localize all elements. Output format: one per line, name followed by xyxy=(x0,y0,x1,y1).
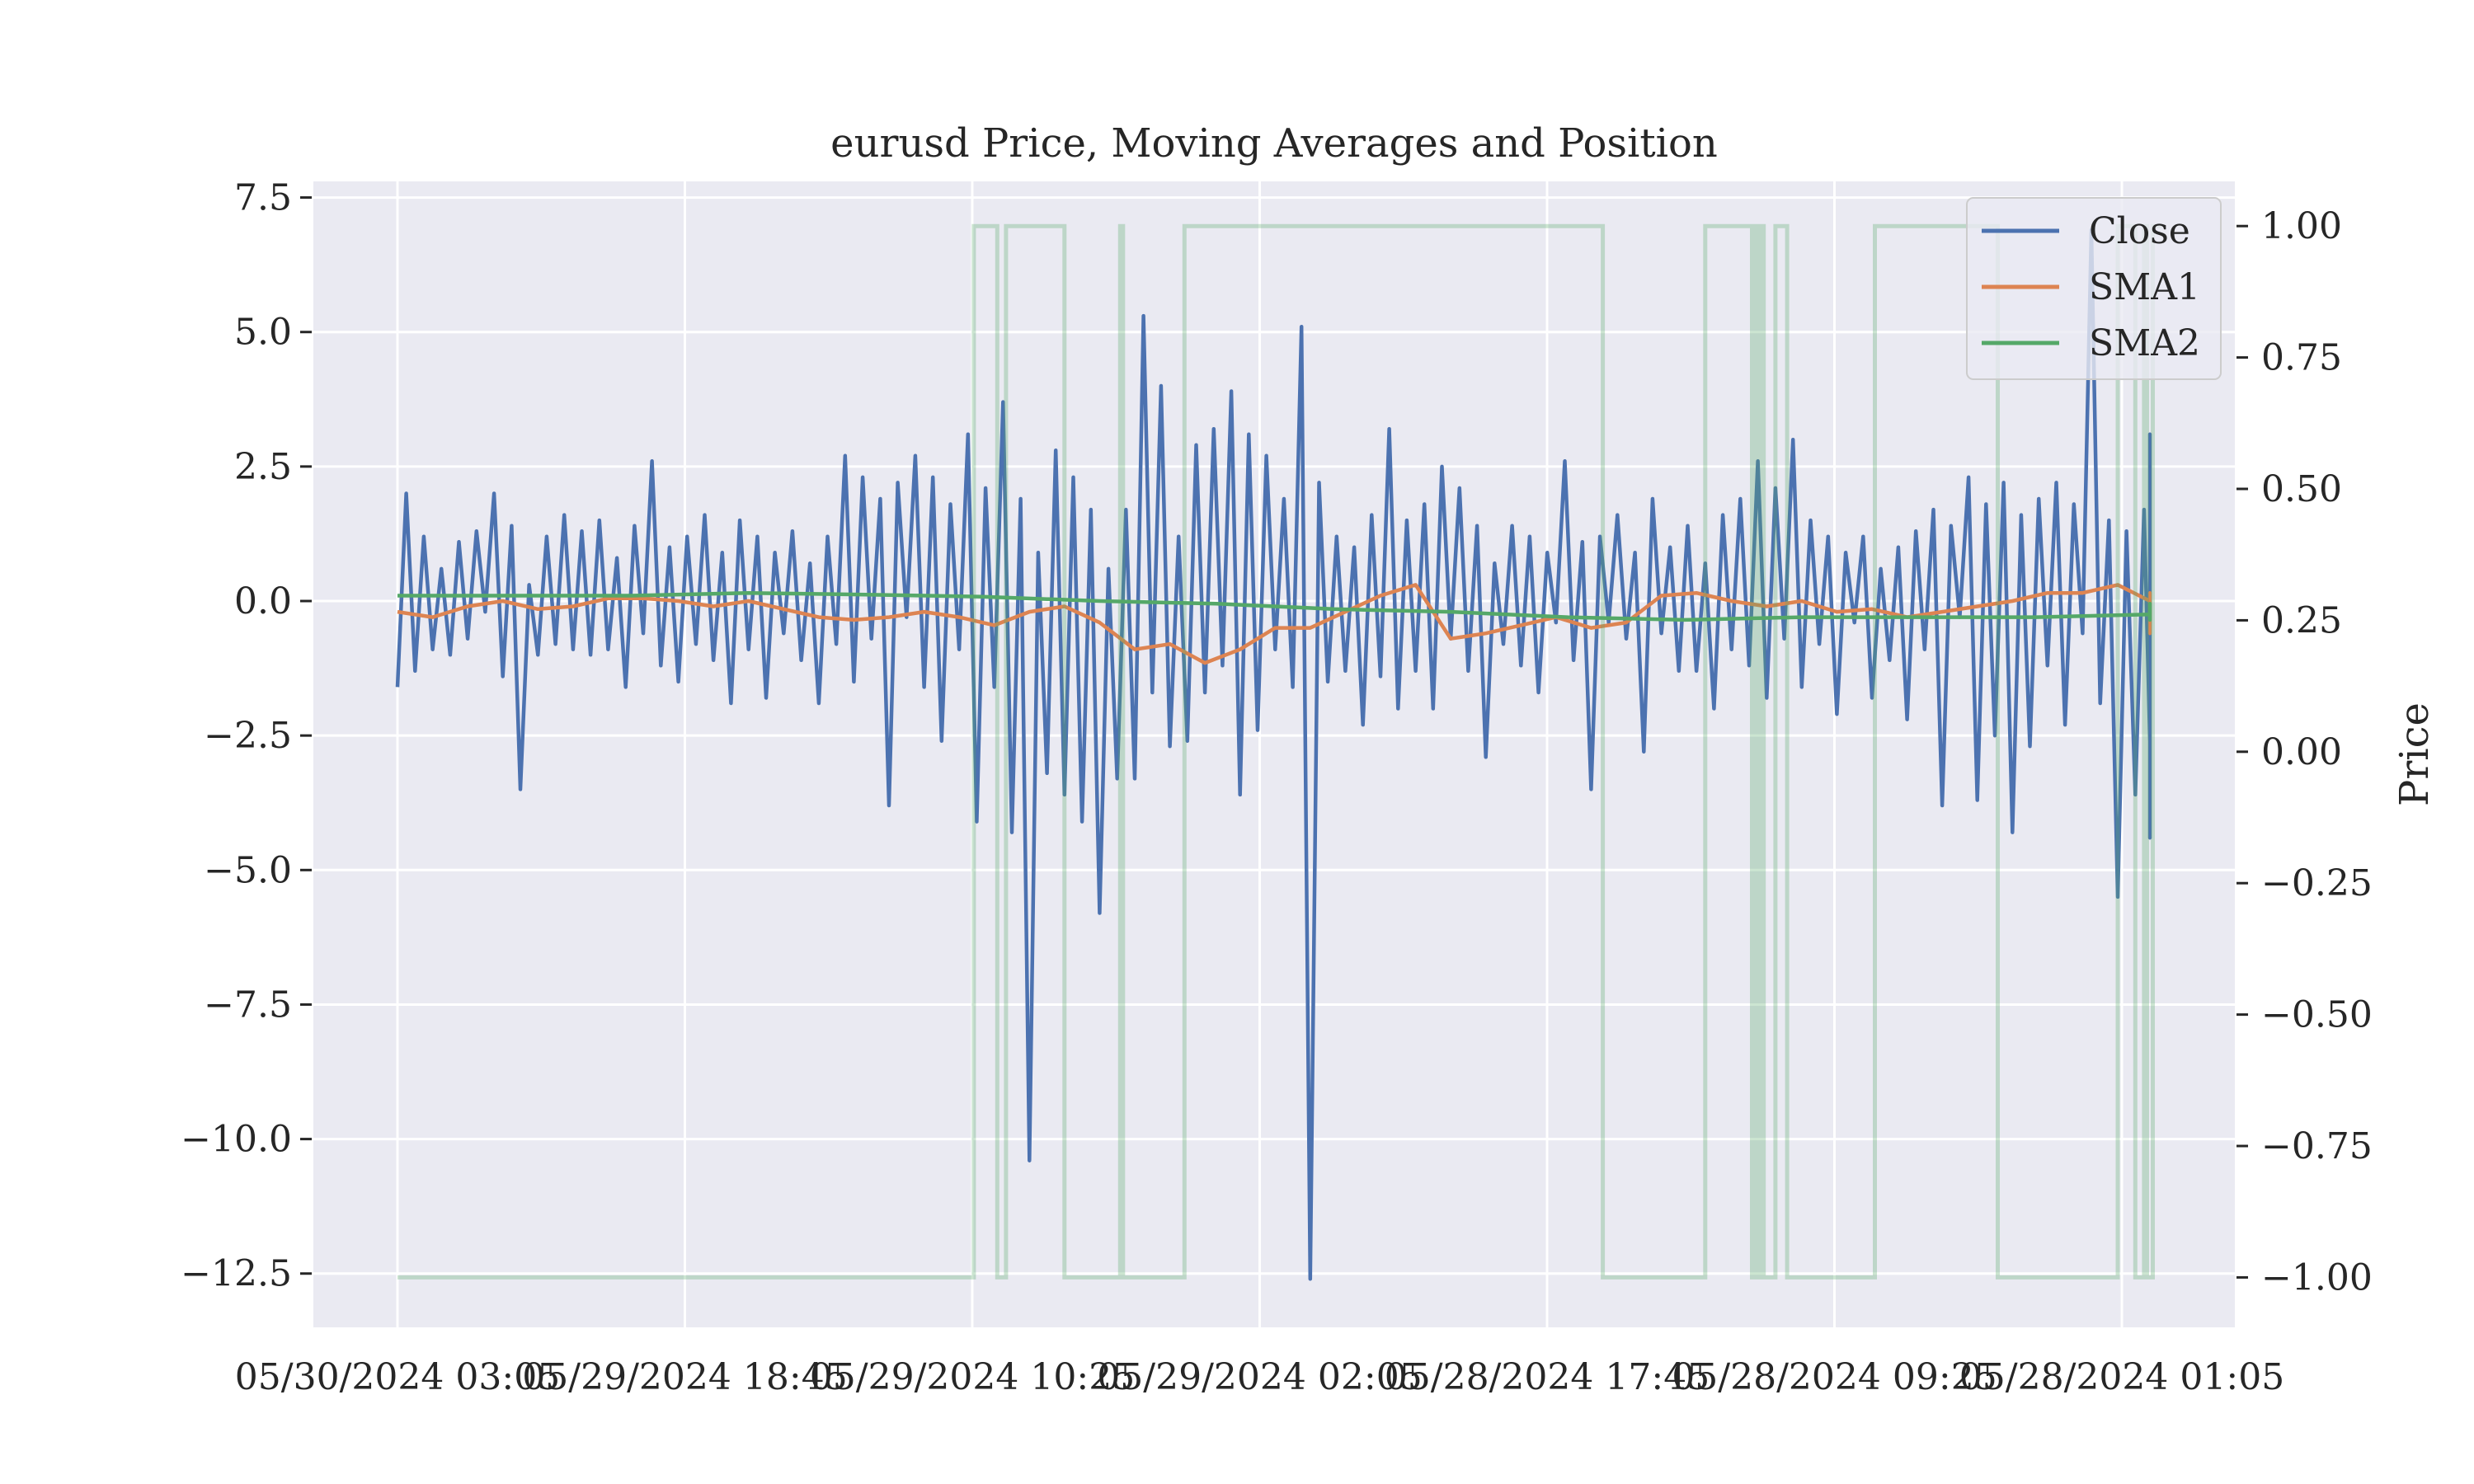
legend-box xyxy=(1966,197,2222,380)
series-line-position xyxy=(397,223,2162,1280)
legend-label-sma1: SMA1 xyxy=(2089,266,2200,308)
legend-label-sma2: SMA2 xyxy=(2089,322,2200,364)
y-tick-label: 2.5 xyxy=(234,446,292,488)
y2-tick-label: −0.75 xyxy=(2261,1125,2373,1167)
chart-title: eurusd Price, Moving Averages and Positi… xyxy=(830,120,1718,167)
y2-tick-label: 0.50 xyxy=(2261,468,2342,510)
series-line-sma2 xyxy=(397,590,2152,622)
y-tick-label: −10.0 xyxy=(181,1119,292,1161)
axes: 7.5 5.0 2.5 0.0 −2.5 −5.0 −7.5 −10.0 −12.5 05/30/… xyxy=(181,177,2373,1398)
data-series xyxy=(395,223,2162,1281)
x-tick-label: 05/29/2024 10:25 xyxy=(810,1356,1135,1398)
y2-tick-label: 0.75 xyxy=(2261,337,2342,379)
x-tick-label: 05/30/2024 03:05 xyxy=(235,1356,560,1398)
x-tick-label: 05/28/2024 01:05 xyxy=(1959,1356,2284,1398)
legend: Close SMA1 SMA2 xyxy=(1966,197,2222,380)
x-tick-label: 05/28/2024 17:45 xyxy=(1385,1356,1710,1398)
y2-tick-label: −0.50 xyxy=(2261,994,2373,1036)
series-line-close xyxy=(395,228,2152,1281)
x-tick-label: 05/29/2024 18:45 xyxy=(522,1356,847,1398)
y-tick-label: 0.0 xyxy=(234,580,292,622)
y2-tick-label: −0.25 xyxy=(2261,862,2373,904)
y-tick-label: −12.5 xyxy=(181,1253,292,1295)
y2-tick-label: −1.00 xyxy=(2261,1256,2373,1298)
y-tick-label: −5.0 xyxy=(204,849,292,891)
x-tick-label: 05/28/2024 09:25 xyxy=(1672,1356,1997,1398)
y2-tick-label: 0.00 xyxy=(2261,731,2342,773)
plot-area xyxy=(313,181,2235,1327)
legend-label-close: Close xyxy=(2089,210,2190,252)
y2-tick-label: 1.00 xyxy=(2261,205,2342,247)
grid-lines xyxy=(313,181,2235,1327)
y-tick-label: −7.5 xyxy=(204,984,292,1026)
y-tick-label: 5.0 xyxy=(234,312,292,354)
y2-axis-label: Price xyxy=(2392,702,2438,806)
y-tick-label: 7.5 xyxy=(234,177,292,219)
y2-tick-label: 0.25 xyxy=(2261,599,2342,641)
y-tick-label: −2.5 xyxy=(204,715,292,757)
x-tick-label: 05/29/2024 02:05 xyxy=(1097,1356,1422,1398)
